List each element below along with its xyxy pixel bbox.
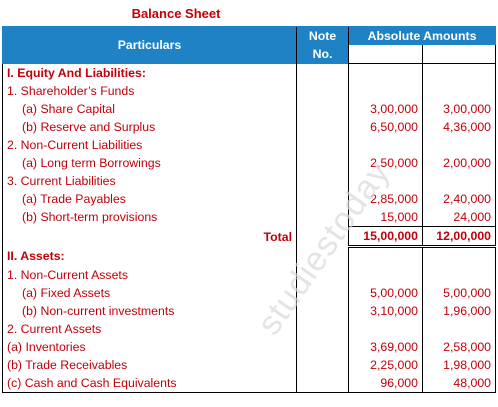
value-2017: 2,85,000 xyxy=(348,190,423,208)
value-2016: 48,000 xyxy=(421,374,497,393)
total-2016: 12,00,000 xyxy=(421,226,497,248)
value-2017: 5,00,000 xyxy=(348,284,423,302)
balance-sheet-table: Particulars Note No. Absolute Amounts 20… xyxy=(2,26,497,393)
total-2017: 15,00,000 xyxy=(348,226,423,248)
total-row: Total 15,00,000 12,00,000 xyxy=(2,226,497,248)
row-label: (a) Trade Payables xyxy=(2,190,297,208)
row-label: 1. Shareholder’s Funds xyxy=(2,82,297,100)
value-2016: 5,00,000 xyxy=(421,284,497,302)
row-label: (c) Cash and Cash Equivalents xyxy=(2,374,297,393)
row-label: (a) Share Capital xyxy=(2,100,297,118)
table-row: 2. Current Assets xyxy=(2,320,497,338)
value-2016: 2,40,000 xyxy=(421,190,497,208)
table-row: (a) Trade Payables 2,85,000 2,40,000 xyxy=(2,190,497,208)
section-equity-liabilities: I. Equity And Liabilities: xyxy=(2,63,297,82)
table-row: (a) Share Capital 3,00,000 3,00,000 xyxy=(2,100,497,118)
table-row: (b) Short-term provisions 15,000 24,000 xyxy=(2,208,497,227)
table-row: (b) Trade Receivables 2,25,000 1,98,000 xyxy=(2,356,497,374)
header-year-2016: 2016 xyxy=(421,45,497,64)
value-2017: 15,000 xyxy=(348,208,423,227)
table-row: (c) Cash and Cash Equivalents 96,000 48,00… xyxy=(2,374,497,393)
row-label: 2. Current Assets xyxy=(2,320,297,338)
row-label: 3. Current Liabilities xyxy=(2,172,297,190)
row-label: (a) Fixed Assets xyxy=(2,284,297,302)
table-row: 1. Non-Current Assets xyxy=(2,266,497,284)
table-row: 3. Current Liabilities xyxy=(2,172,497,190)
header-row: Particulars Note No. Absolute Amounts xyxy=(2,26,497,64)
row-label: 2. Non-Current Liabilities xyxy=(2,136,297,154)
value-2016: 2,58,000 xyxy=(421,338,497,356)
value-2017: 96,000 xyxy=(348,374,423,393)
value-2016: 24,000 xyxy=(421,208,497,227)
row-label: (a) Inventories xyxy=(2,338,297,356)
header-note-line1: Note xyxy=(308,29,337,44)
row-label: (b) Short-term provisions xyxy=(2,208,297,227)
value-2016: 4,36,000 xyxy=(421,118,497,136)
header-particulars: Particulars xyxy=(2,26,297,64)
value-2017: 3,10,000 xyxy=(348,302,423,320)
header-years-row: 2017 2016 xyxy=(3,45,497,64)
value-2017: 2,25,000 xyxy=(348,356,423,374)
row-label: (b) Trade Receivables xyxy=(2,356,297,374)
table-row: (a) Fixed Assets 5,00,000 5,00,000 xyxy=(2,284,497,302)
row-label: (b) Non-current investments xyxy=(2,302,297,320)
table-row: 2. Non-Current Liabilities xyxy=(2,136,497,154)
document-title: Balance Sheet xyxy=(131,6,221,21)
table-row: II. Assets: xyxy=(2,246,497,266)
section-assets: II. Assets: xyxy=(2,246,297,266)
row-label: (b) Reserve and Surplus xyxy=(2,118,297,136)
table-row: 1. Shareholder’s Funds xyxy=(2,82,497,100)
value-2016: 3,00,000 xyxy=(421,100,497,118)
value-2017: 3,00,000 xyxy=(348,100,423,118)
value-2016: 1,98,000 xyxy=(421,356,497,374)
total-label: Total xyxy=(2,226,297,247)
table-row: (a) Long term Borrowings 2,50,000 2,00,000 xyxy=(2,154,497,172)
table-row: (b) Non-current investments 3,10,000 1,96,… xyxy=(2,302,497,320)
table-row: (b) Reserve and Surplus 6,50,000 4,36,000 xyxy=(2,118,497,136)
value-2016: 1,96,000 xyxy=(421,302,497,320)
value-2017: 3,69,000 xyxy=(348,338,423,356)
value-2017: 6,50,000 xyxy=(348,118,423,136)
table-row: (a) Inventories 3,69,000 2,58,000 xyxy=(2,338,497,356)
header-absolute-amounts: Absolute Amounts xyxy=(347,26,497,45)
value-2016: 2,00,000 xyxy=(421,154,497,172)
header-note-line2: No. xyxy=(312,47,333,62)
table-row: I. Equity And Liabilities: xyxy=(2,63,497,82)
value-2017: 2,50,000 xyxy=(348,154,423,172)
row-label: 1. Non-Current Assets xyxy=(2,266,297,284)
row-label: (a) Long term Borrowings xyxy=(2,154,297,172)
header-note: Note No. xyxy=(296,26,349,64)
header-year-2017: 2017 xyxy=(348,45,423,64)
